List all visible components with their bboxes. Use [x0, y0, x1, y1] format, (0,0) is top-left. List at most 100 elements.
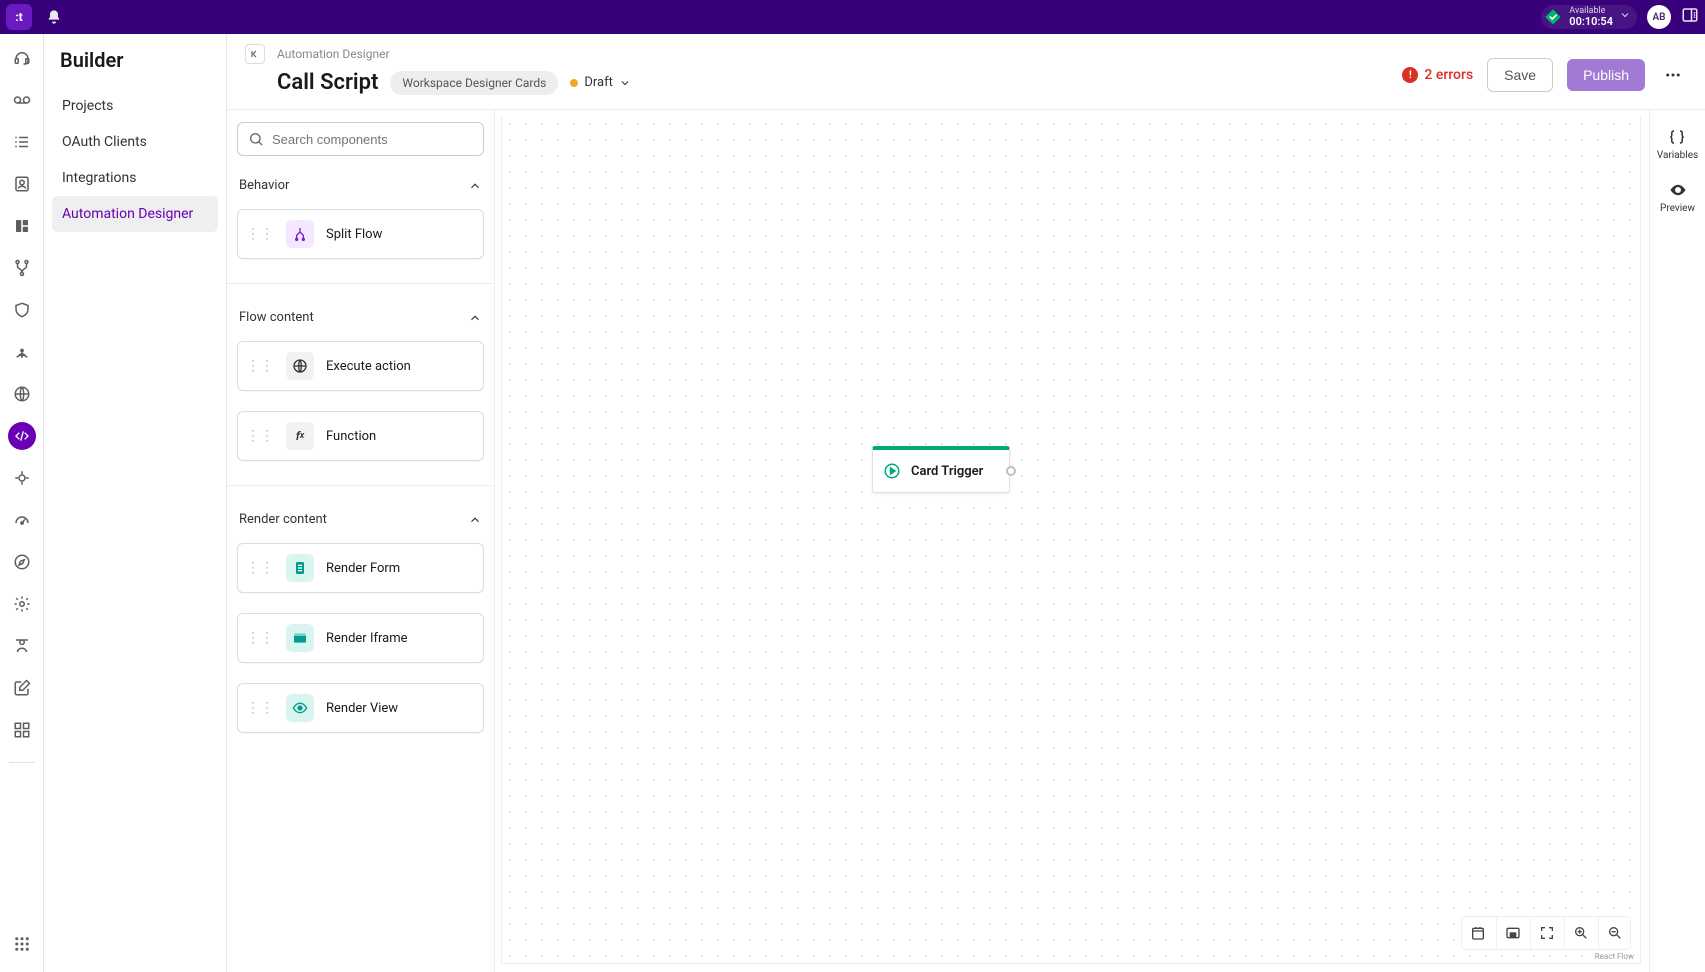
component-label: Execute action: [326, 359, 411, 374]
group-header-flow-content[interactable]: Flow content: [237, 306, 484, 329]
play-circle-icon: [883, 462, 901, 480]
notifications-icon[interactable]: [46, 9, 62, 25]
avatar[interactable]: AB: [1647, 5, 1671, 29]
nav-pane: Builder Projects OAuth Clients Integrati…: [44, 34, 227, 972]
publish-button[interactable]: Publish: [1567, 59, 1645, 91]
search-components-input[interactable]: [272, 132, 473, 147]
variables-label: Variables: [1657, 150, 1698, 161]
components-panel: Behavior ⋮⋮ Split Flow Flow content: [227, 110, 495, 972]
group-header-behavior[interactable]: Behavior: [237, 174, 484, 197]
status-time: 00:10:54: [1569, 16, 1613, 27]
rail-item-dashboard[interactable]: [8, 716, 36, 744]
nav-item-label: Integrations: [62, 170, 136, 186]
rail-item-apps[interactable]: [8, 930, 36, 958]
canvas-reset-button[interactable]: [1462, 917, 1494, 949]
component-label: Render Iframe: [326, 631, 408, 646]
node-card-trigger[interactable]: Card Trigger: [872, 446, 1010, 493]
chevron-up-icon: [468, 179, 482, 193]
more-menu-button[interactable]: [1659, 61, 1687, 89]
rail-item-compose[interactable]: [8, 674, 36, 702]
rail-item-contacts[interactable]: [8, 170, 36, 198]
component-label: Render View: [326, 701, 398, 716]
component-label: Split Flow: [326, 227, 382, 242]
rail-item-globe[interactable]: [8, 380, 36, 408]
flow-canvas[interactable]: Card Trigger React Flow: [501, 116, 1641, 964]
topbar: :t Available 00:10:54 AB: [0, 0, 1705, 34]
nav-item-projects[interactable]: Projects: [52, 88, 218, 124]
component-split-flow[interactable]: ⋮⋮ Split Flow: [237, 209, 484, 259]
split-flow-icon: [286, 220, 314, 248]
errors-badge[interactable]: ! 2 errors: [1402, 67, 1473, 83]
rail-item-explore[interactable]: [8, 548, 36, 576]
rail-item-gauge[interactable]: [8, 506, 36, 534]
search-icon: [248, 131, 264, 147]
publish-label: Publish: [1583, 67, 1629, 83]
logo-text: :t: [15, 10, 22, 24]
component-render-iframe[interactable]: ⋮⋮ Render Iframe: [237, 613, 484, 663]
drag-handle-icon: ⋮⋮: [246, 429, 274, 443]
eye-icon: [286, 694, 314, 722]
rail-item-integrations[interactable]: [8, 464, 36, 492]
drag-handle-icon: ⋮⋮: [246, 359, 274, 373]
agent-status-pill[interactable]: Available 00:10:54: [1541, 5, 1637, 29]
canvas-fit-button[interactable]: [1496, 917, 1528, 949]
save-button[interactable]: Save: [1487, 58, 1553, 92]
group-header-render-content[interactable]: Render content: [237, 508, 484, 531]
drag-handle-icon: ⋮⋮: [246, 701, 274, 715]
node-output-handle[interactable]: [1006, 466, 1016, 476]
rail-item-settings[interactable]: [8, 590, 36, 618]
panel-toggle-icon[interactable]: [1681, 6, 1699, 28]
drag-handle-icon: ⋮⋮: [246, 561, 274, 575]
drag-handle-icon: ⋮⋮: [246, 227, 274, 241]
page-header: Automation Designer Call Script Workspac…: [227, 34, 1705, 110]
avatar-initials: AB: [1652, 12, 1665, 23]
status-dropdown[interactable]: Draft: [570, 75, 631, 90]
rail-item-voicemail[interactable]: [8, 86, 36, 114]
preview-label: Preview: [1660, 203, 1695, 214]
app-logo[interactable]: :t: [6, 4, 32, 30]
rail-item-code[interactable]: [8, 422, 36, 450]
canvas-zoom-out-button[interactable]: [1598, 917, 1630, 949]
node-label: Card Trigger: [911, 464, 983, 479]
right-rail: Variables Preview: [1649, 110, 1705, 972]
function-icon: fx: [286, 422, 314, 450]
group-title: Behavior: [239, 178, 289, 193]
rail-item-routing[interactable]: [8, 254, 36, 282]
canvas-fullscreen-button[interactable]: [1530, 917, 1562, 949]
canvas-controls: [1462, 917, 1630, 949]
search-components[interactable]: [237, 122, 484, 156]
rail-item-broadcast[interactable]: [8, 338, 36, 366]
collapse-sidebar-button[interactable]: [245, 44, 265, 64]
rail-item-headset[interactable]: [8, 44, 36, 72]
canvas-zoom-in-button[interactable]: [1564, 917, 1596, 949]
variables-button[interactable]: Variables: [1657, 128, 1698, 161]
chevron-down-icon: [619, 77, 631, 89]
chevron-up-icon: [468, 513, 482, 527]
component-function[interactable]: ⋮⋮ fx Function: [237, 411, 484, 461]
nav-item-integrations[interactable]: Integrations: [52, 160, 218, 196]
rail-item-list[interactable]: [8, 128, 36, 156]
braces-icon: [1668, 128, 1686, 146]
eye-icon: [1669, 181, 1687, 199]
chevron-up-icon: [468, 311, 482, 325]
status-diamond-icon: [1543, 7, 1563, 27]
component-render-form[interactable]: ⋮⋮ Render Form: [237, 543, 484, 593]
iframe-icon: [286, 624, 314, 652]
rail-item-directory[interactable]: [8, 632, 36, 660]
rail-item-layout[interactable]: [8, 212, 36, 240]
status-dot-icon: [570, 79, 578, 87]
nav-title: Builder: [60, 48, 210, 72]
page-title: Call Script: [277, 70, 378, 95]
nav-item-oauth-clients[interactable]: OAuth Clients: [52, 124, 218, 160]
workspace: Behavior ⋮⋮ Split Flow Flow content: [227, 110, 1705, 972]
component-render-view[interactable]: ⋮⋮ Render View: [237, 683, 484, 733]
component-execute-action[interactable]: ⋮⋮ Execute action: [237, 341, 484, 391]
canvas-attribution: React Flow: [1595, 952, 1634, 961]
nav-item-label: Automation Designer: [62, 206, 193, 222]
status-text: Draft: [584, 75, 613, 90]
preview-button[interactable]: Preview: [1660, 181, 1695, 214]
component-label: Render Form: [326, 561, 400, 576]
nav-item-automation-designer[interactable]: Automation Designer: [52, 196, 218, 232]
rail-item-shield[interactable]: [8, 296, 36, 324]
nav-item-label: Projects: [62, 98, 113, 114]
